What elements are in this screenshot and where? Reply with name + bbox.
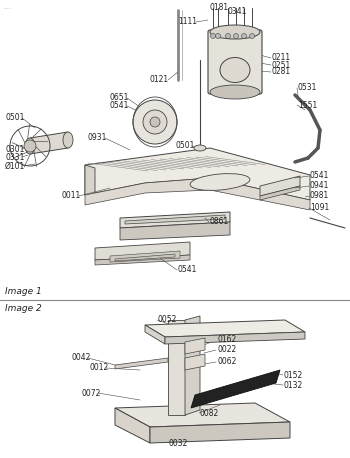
Circle shape (24, 140, 36, 152)
Polygon shape (120, 222, 230, 240)
Polygon shape (95, 242, 190, 260)
Text: 0501: 0501 (175, 142, 194, 151)
Text: 0861: 0861 (210, 218, 229, 227)
Circle shape (233, 33, 238, 38)
Polygon shape (85, 178, 310, 210)
Text: 0251: 0251 (272, 60, 291, 70)
Circle shape (250, 33, 254, 38)
Text: 0012: 0012 (90, 364, 109, 372)
Circle shape (241, 33, 246, 38)
Ellipse shape (210, 85, 260, 99)
Polygon shape (115, 358, 168, 369)
Text: 0121: 0121 (150, 76, 169, 84)
Polygon shape (30, 132, 68, 154)
FancyBboxPatch shape (208, 30, 262, 94)
Text: 1091: 1091 (310, 203, 329, 213)
Text: .: . (180, 5, 182, 10)
Circle shape (150, 117, 160, 127)
Polygon shape (110, 251, 180, 262)
Text: 0541: 0541 (310, 171, 329, 180)
Polygon shape (145, 325, 165, 344)
Text: 0062: 0062 (217, 358, 236, 366)
Text: 0042: 0042 (72, 354, 91, 362)
Ellipse shape (194, 145, 206, 151)
Polygon shape (115, 408, 150, 443)
Text: 0301: 0301 (5, 145, 24, 153)
Text: Image 1: Image 1 (5, 287, 42, 296)
Text: 0981: 0981 (310, 191, 329, 201)
Polygon shape (260, 186, 300, 200)
Text: .....: ..... (3, 5, 12, 10)
Text: 1551: 1551 (298, 100, 317, 109)
Polygon shape (165, 332, 305, 344)
Text: 0211: 0211 (272, 54, 291, 62)
Text: 0072: 0072 (82, 388, 102, 398)
Polygon shape (260, 176, 300, 196)
Ellipse shape (190, 174, 250, 191)
Circle shape (143, 110, 167, 134)
Ellipse shape (25, 138, 35, 154)
Text: 0541: 0541 (178, 266, 197, 274)
Polygon shape (191, 370, 280, 408)
Text: 0941: 0941 (310, 181, 329, 191)
Text: Ø101: Ø101 (5, 162, 25, 170)
Ellipse shape (220, 58, 250, 82)
Ellipse shape (210, 25, 260, 39)
Text: 0341: 0341 (228, 7, 247, 16)
Text: 0052: 0052 (158, 316, 177, 325)
Text: 0022: 0022 (217, 345, 236, 354)
Text: 0162: 0162 (217, 336, 236, 344)
Text: Image 2: Image 2 (5, 304, 42, 313)
Polygon shape (185, 354, 205, 370)
Text: 0651: 0651 (110, 93, 130, 103)
Polygon shape (115, 403, 290, 427)
Text: 0082: 0082 (200, 409, 219, 418)
Text: 0931: 0931 (88, 133, 107, 142)
Text: 0181: 0181 (210, 4, 229, 12)
Circle shape (210, 33, 216, 38)
Text: 0541: 0541 (110, 102, 130, 110)
Polygon shape (120, 212, 230, 228)
Text: 0132: 0132 (284, 381, 303, 389)
Polygon shape (168, 320, 185, 415)
Circle shape (216, 33, 220, 38)
Polygon shape (85, 148, 310, 200)
Polygon shape (185, 316, 200, 415)
Polygon shape (145, 320, 305, 337)
Text: 1111: 1111 (178, 17, 197, 27)
Text: 0501: 0501 (5, 114, 24, 122)
Polygon shape (125, 215, 225, 224)
Polygon shape (185, 338, 205, 354)
Polygon shape (150, 422, 290, 443)
Text: 0032: 0032 (168, 440, 188, 448)
Polygon shape (95, 255, 190, 265)
Circle shape (133, 100, 177, 144)
Text: 0152: 0152 (284, 371, 303, 380)
Ellipse shape (63, 132, 73, 148)
Text: 0011: 0011 (62, 191, 81, 201)
Polygon shape (85, 165, 95, 197)
Text: 0281: 0281 (272, 67, 291, 76)
Circle shape (225, 33, 231, 38)
Text: 0331: 0331 (5, 153, 24, 162)
Text: 0531: 0531 (298, 83, 317, 93)
Polygon shape (115, 254, 175, 261)
